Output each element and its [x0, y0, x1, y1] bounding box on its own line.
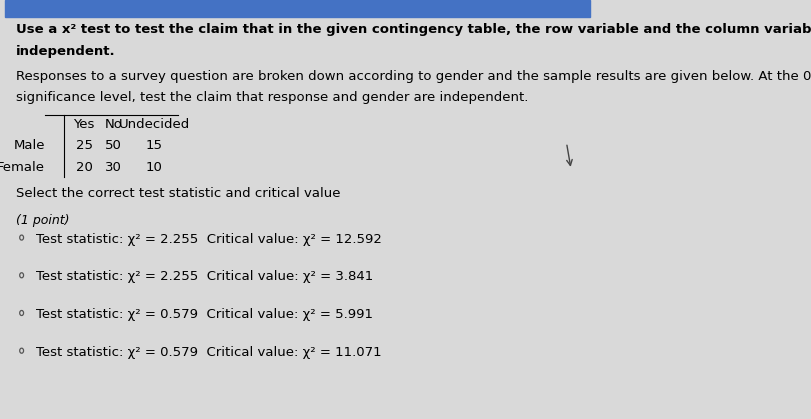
Text: Test statistic: χ² = 2.255  Critical value: χ² = 3.841: Test statistic: χ² = 2.255 Critical valu… — [36, 270, 373, 283]
Text: Use a x² test to test the claim that in the given contingency table, the row var: Use a x² test to test the claim that in … — [15, 23, 811, 36]
Text: No: No — [105, 118, 122, 131]
Text: Yes: Yes — [74, 118, 95, 131]
Text: Male: Male — [14, 139, 45, 152]
Text: Select the correct test statistic and critical value: Select the correct test statistic and cr… — [15, 187, 341, 200]
Text: Test statistic: χ² = 0.579  Critical value: χ² = 11.071: Test statistic: χ² = 0.579 Critical valu… — [36, 346, 381, 359]
Text: 25: 25 — [75, 139, 92, 152]
Text: 50: 50 — [105, 139, 122, 152]
Text: Test statistic: χ² = 2.255  Critical value: χ² = 12.592: Test statistic: χ² = 2.255 Critical valu… — [36, 233, 381, 246]
Text: Undecided: Undecided — [118, 118, 190, 131]
Text: independent.: independent. — [15, 45, 115, 58]
Text: 30: 30 — [105, 161, 122, 174]
Bar — [5, 0, 590, 17]
Text: 15: 15 — [146, 139, 163, 152]
Text: significance level, test the claim that response and gender are independent.: significance level, test the claim that … — [15, 91, 528, 104]
Text: Test statistic: χ² = 0.579  Critical value: χ² = 5.991: Test statistic: χ² = 0.579 Critical valu… — [36, 308, 373, 321]
Text: (1 point): (1 point) — [15, 214, 69, 227]
Text: 20: 20 — [75, 161, 92, 174]
Text: 10: 10 — [146, 161, 163, 174]
Text: Responses to a survey question are broken down according to gender and the sampl: Responses to a survey question are broke… — [15, 70, 811, 83]
Text: Female: Female — [0, 161, 45, 174]
